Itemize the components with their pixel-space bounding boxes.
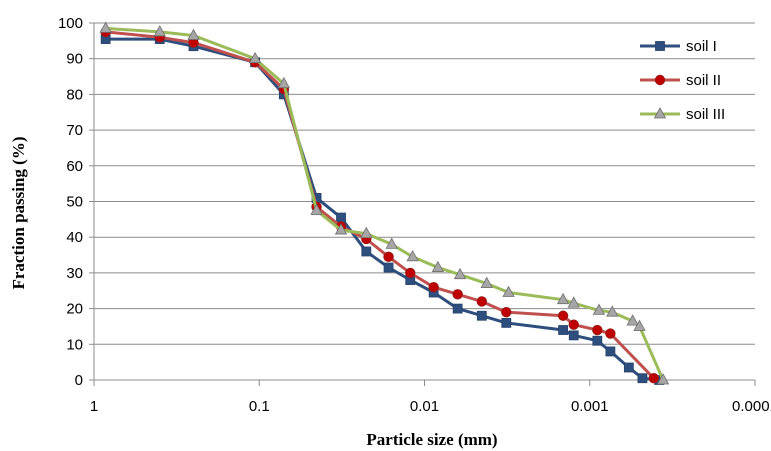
data-point-circle bbox=[605, 328, 616, 339]
x-tick-label: 0.0001 bbox=[732, 398, 771, 415]
gridlines bbox=[94, 22, 755, 345]
y-axis-title: Fraction passing (%) bbox=[9, 137, 28, 290]
series-layer bbox=[99, 21, 670, 385]
data-point-triangle bbox=[633, 319, 646, 331]
y-tick-label: 30 bbox=[66, 265, 83, 282]
data-point-triangle bbox=[334, 223, 348, 235]
y-tick-label: 70 bbox=[66, 122, 83, 139]
data-point-square bbox=[558, 325, 568, 335]
legend-label: soil III bbox=[686, 106, 725, 123]
series-soil-i bbox=[100, 34, 665, 385]
data-point-triangle bbox=[567, 296, 580, 308]
legend-label: soil II bbox=[686, 72, 721, 89]
data-point-triangle bbox=[606, 305, 619, 317]
data-point-circle bbox=[592, 324, 603, 336]
data-point-triangle bbox=[187, 28, 200, 40]
data-point-triangle bbox=[310, 203, 323, 215]
y-tick-label: 20 bbox=[66, 301, 83, 318]
series-soil-iii bbox=[99, 21, 670, 385]
data-point-square bbox=[623, 362, 634, 373]
data-point-triangle bbox=[556, 292, 570, 305]
data-point-square bbox=[605, 346, 616, 357]
data-point-triangle bbox=[626, 314, 639, 326]
x-tick-label: 1 bbox=[90, 398, 98, 415]
data-point-square bbox=[383, 262, 394, 273]
data-point-circle bbox=[568, 319, 579, 330]
y-axis-ticks: 0 10 20 30 40 50 60 70 80 90 100 bbox=[58, 15, 94, 389]
data-point-triangle bbox=[453, 267, 467, 280]
data-point-circle bbox=[557, 310, 569, 321]
legend-item: soil II bbox=[640, 72, 721, 89]
data-point-triangle bbox=[248, 51, 262, 64]
y-tick-label: 80 bbox=[66, 86, 83, 103]
data-point-circle bbox=[428, 281, 439, 293]
legend-label: soil I bbox=[686, 38, 717, 55]
series-soil-ii bbox=[100, 26, 659, 384]
data-point-triangle bbox=[480, 276, 493, 289]
data-point-triangle bbox=[592, 303, 606, 315]
x-axis-title: Particle size (mm) bbox=[366, 430, 497, 449]
data-point-circle bbox=[648, 373, 659, 384]
y-tick-label: 100 bbox=[58, 15, 83, 32]
data-point-triangle bbox=[656, 373, 670, 385]
data-point-circle bbox=[383, 251, 394, 263]
x-tick-label: 0.01 bbox=[410, 398, 439, 415]
y-tick-label: 50 bbox=[66, 194, 83, 211]
data-point-triangle bbox=[277, 76, 291, 89]
data-point-circle bbox=[476, 296, 488, 307]
data-point-circle bbox=[405, 267, 416, 279]
y-tick-label: 90 bbox=[66, 51, 83, 68]
data-point-square bbox=[476, 310, 487, 321]
legend-item: soil III bbox=[640, 106, 725, 123]
data-point-square bbox=[637, 373, 648, 384]
data-point-triangle bbox=[431, 260, 445, 272]
data-point-square bbox=[592, 335, 603, 346]
data-point-square bbox=[501, 317, 512, 328]
y-tick-label: 60 bbox=[66, 158, 83, 175]
data-point-square bbox=[452, 303, 463, 314]
data-point-circle bbox=[452, 289, 463, 300]
legend-item: soil I bbox=[640, 38, 717, 55]
data-point-triangle bbox=[153, 25, 166, 37]
y-tick-label: 0 bbox=[75, 372, 83, 389]
data-point-triangle bbox=[385, 237, 398, 249]
x-axis-ticks: 1 0.1 0.01 0.001 0.0001 bbox=[90, 380, 771, 415]
data-point-circle bbox=[654, 74, 666, 86]
data-point-square bbox=[568, 330, 579, 341]
data-point-triangle bbox=[653, 107, 667, 119]
x-tick-label: 0.1 bbox=[249, 398, 270, 415]
data-point-square bbox=[336, 212, 346, 223]
data-point-circle bbox=[501, 306, 512, 318]
x-tick-label: 0.001 bbox=[571, 398, 609, 415]
data-point-square bbox=[655, 41, 665, 51]
data-point-triangle bbox=[360, 226, 373, 239]
data-point-triangle bbox=[99, 21, 112, 33]
data-point-triangle bbox=[502, 285, 515, 297]
y-tick-label: 10 bbox=[66, 336, 83, 353]
y-tick-label: 40 bbox=[66, 229, 83, 246]
data-point-triangle bbox=[406, 250, 419, 262]
legend: soil I soil II soil III bbox=[640, 38, 725, 123]
data-point-square bbox=[361, 246, 372, 257]
